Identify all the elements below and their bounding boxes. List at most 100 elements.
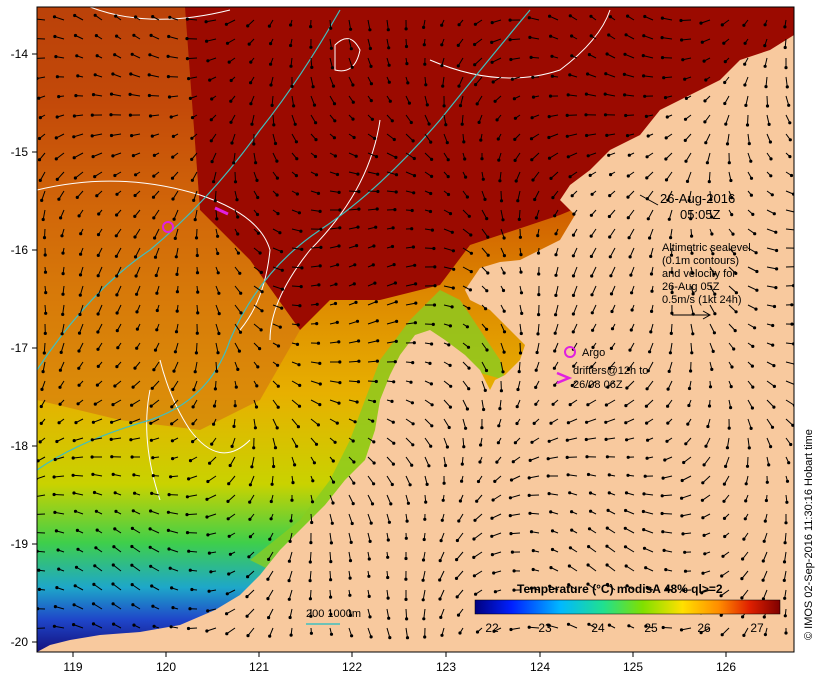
velocity-arrow: [555, 285, 559, 296]
velocity-arrowhead: [566, 622, 571, 626]
velocity-arrow: [348, 57, 353, 68]
velocity-arrow: [272, 133, 276, 144]
velocity-arrowhead: [762, 615, 766, 619]
velocity-arrowhead: [210, 97, 214, 101]
velocity-arrow: [703, 456, 711, 466]
velocity-arrowhead: [315, 322, 319, 326]
velocity-arrow: [474, 57, 483, 66]
velocity-arrowhead: [430, 174, 434, 178]
velocity-arrowhead: [109, 133, 114, 138]
colorbar: Temperature (°C) modisA 48% ql>=2 22 23 …: [474, 582, 781, 635]
velocity-arrowhead: [354, 154, 358, 158]
velocity-arrowhead: [298, 304, 302, 308]
velocity-arrowhead: [763, 519, 767, 523]
velocity-arrowhead: [351, 117, 355, 121]
velocity-arrowhead: [729, 406, 733, 410]
velocity-arrowhead: [267, 616, 271, 620]
velocity-arrowhead: [255, 384, 259, 388]
velocity-arrowhead: [111, 563, 115, 567]
velocity-arrowhead: [442, 104, 446, 108]
velocity-arrowhead: [387, 520, 391, 524]
velocity-arrowhead: [329, 632, 334, 636]
velocity-arrowhead: [205, 497, 209, 501]
velocity-arrowhead: [170, 405, 174, 409]
velocity-arrowhead: [61, 292, 65, 296]
velocity-arrowhead: [267, 24, 271, 28]
velocity-arrowhead: [188, 607, 192, 611]
velocity-arrowhead: [337, 401, 341, 405]
velocity-arrowhead: [568, 73, 572, 77]
velocity-arrowhead: [149, 564, 153, 568]
velocity-arrow: [741, 570, 749, 579]
velocity-arrowhead: [287, 579, 291, 583]
velocity-arrow: [348, 360, 359, 363]
velocity-arrowhead: [703, 120, 707, 124]
velocity-arrowhead: [565, 134, 569, 138]
velocity-arrow: [443, 437, 448, 448]
velocity-arrowhead: [429, 382, 433, 386]
velocity-arrowhead: [389, 502, 393, 506]
velocity-arrowhead: [153, 255, 158, 259]
velocity-arrowhead: [720, 574, 724, 578]
velocity-arrowhead: [38, 116, 43, 120]
velocity-arrowhead: [225, 41, 230, 45]
velocity-arrow: [725, 456, 730, 467]
velocity-arrowhead: [722, 499, 726, 503]
velocity-arrowhead: [491, 498, 495, 502]
velocity-arrowhead: [767, 463, 771, 467]
velocity-arrowhead: [513, 158, 517, 162]
orange-water-region: [37, 7, 300, 430]
velocity-arrow: [517, 190, 521, 201]
velocity-arrowhead: [570, 194, 574, 198]
velocity-arrowhead: [289, 43, 293, 48]
velocity-arrowhead: [411, 422, 415, 426]
x-tick-label: 124: [530, 660, 550, 674]
velocity-arrowhead: [608, 194, 612, 198]
velocity-arrowhead: [590, 192, 594, 196]
velocity-arrowhead: [795, 229, 797, 231]
velocity-arrowhead: [626, 195, 630, 199]
velocity-arrow: [727, 133, 730, 144]
velocity-arrowhead: [744, 499, 748, 503]
velocity-arrowhead: [58, 368, 63, 372]
velocity-arrowhead: [751, 344, 755, 348]
velocity-arrowhead: [649, 330, 653, 334]
velocity-arrowhead: [486, 271, 490, 275]
velocity-arrowhead: [212, 180, 216, 184]
velocity-arrowhead: [587, 545, 591, 549]
velocity-arrow: [267, 570, 274, 580]
velocity-arrow: [405, 437, 414, 446]
velocity-arrow: [443, 418, 450, 428]
velocity-arrowhead: [195, 331, 199, 335]
velocity-arrowhead: [664, 568, 668, 572]
velocity-arrowhead: [337, 340, 341, 344]
velocity-arrow: [386, 475, 393, 485]
velocity-arrowhead: [546, 457, 550, 461]
velocity-arrow: [93, 583, 103, 591]
velocity-arrow: [766, 247, 777, 251]
velocity-arrowhead: [233, 404, 237, 408]
velocity-arrow: [348, 513, 353, 524]
velocity-arrow: [154, 228, 160, 239]
velocity-arrowhead: [404, 577, 408, 581]
velocity-arrow: [423, 608, 426, 619]
velocity-arrowhead: [267, 557, 271, 562]
velocity-arrowhead: [609, 292, 614, 296]
velocity-arrowhead: [570, 54, 574, 58]
velocity-arrow: [348, 340, 359, 344]
sealevel-contour: [334, 38, 361, 72]
velocity-arrowhead: [669, 236, 673, 240]
velocity-arrowhead: [188, 568, 192, 572]
velocity-arrowhead: [37, 587, 42, 592]
velocity-arrowhead: [589, 254, 594, 258]
velocity-arrowhead: [546, 623, 551, 627]
velocity-arrowhead: [427, 464, 431, 468]
velocity-arrowhead: [42, 236, 47, 240]
velocity-arrow: [554, 323, 559, 334]
velocity-arrowhead: [268, 634, 272, 638]
velocity-arrow: [681, 494, 692, 499]
colorbar-tick: 26: [697, 621, 711, 635]
velocity-arrowhead: [498, 407, 502, 411]
velocity-arrowhead: [451, 286, 455, 290]
velocity-arrowhead: [238, 330, 243, 334]
